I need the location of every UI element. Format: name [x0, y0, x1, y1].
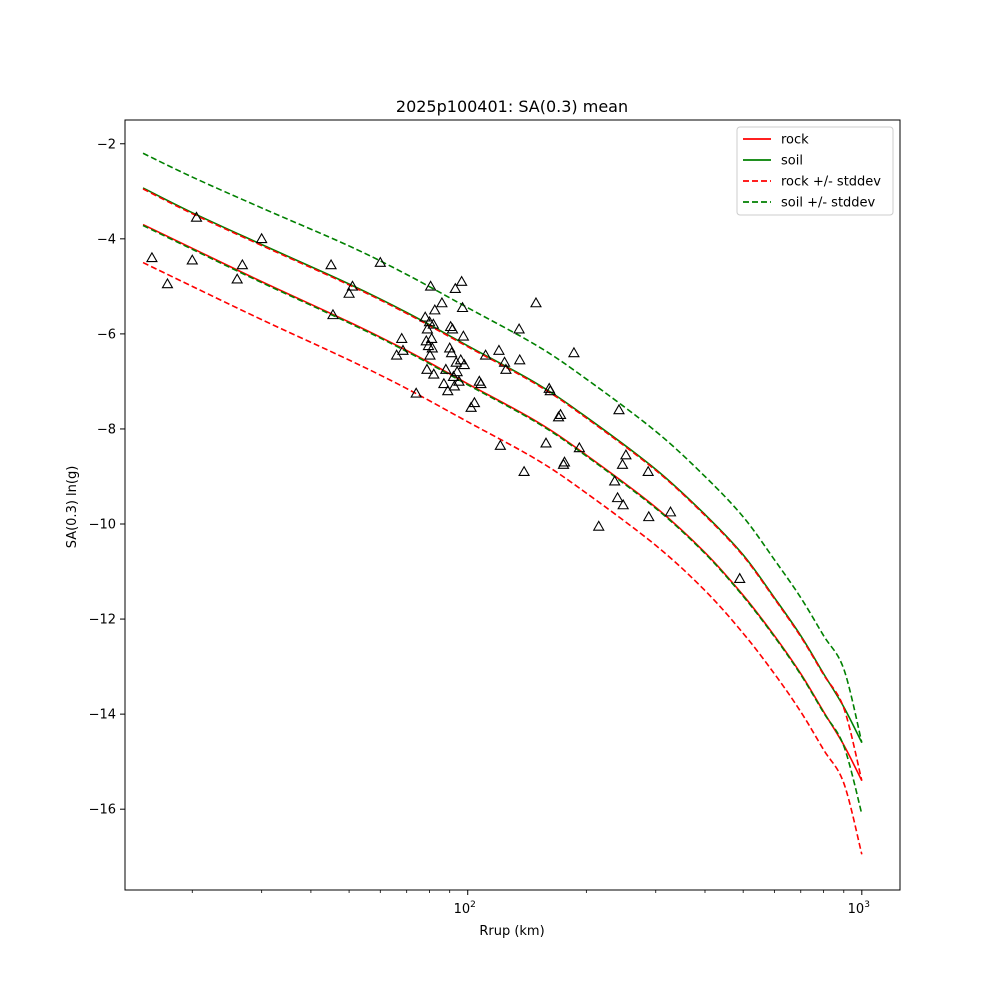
observation-point	[425, 332, 438, 343]
observation-point	[573, 441, 586, 453]
observation-point	[552, 410, 565, 422]
observation-point	[427, 368, 440, 379]
y-axis-label: SA(0.3) ln(g)	[65, 466, 80, 549]
observation-point	[255, 232, 268, 244]
observation-point	[410, 387, 423, 398]
observation-point	[439, 363, 452, 374]
observation-point	[374, 256, 387, 267]
observation-point	[451, 365, 464, 377]
observation-point	[474, 377, 487, 389]
observation-point	[513, 323, 526, 334]
y-tick-label: −8	[97, 422, 116, 437]
legend-label: soil +/- stddev	[781, 196, 876, 211]
observation-point	[608, 475, 621, 486]
observation-point	[457, 330, 470, 341]
plot-frame	[124, 119, 901, 891]
series-line-rock-stddev	[142, 188, 863, 781]
legend-label: soil	[781, 154, 803, 169]
y-tick-label: −10	[89, 518, 116, 533]
y-tick-label: −2	[97, 137, 116, 152]
observation-point	[327, 308, 339, 320]
observation-point	[567, 346, 580, 358]
y-tick-label: −4	[97, 232, 116, 247]
series-line-rock-stddev	[142, 261, 863, 855]
x-axis-label: Rrup (km)	[479, 924, 544, 939]
observation-point	[325, 258, 338, 270]
observation-point	[419, 311, 432, 322]
observation-point	[435, 296, 448, 308]
y-tick-label: −12	[89, 613, 116, 628]
observation-point	[449, 282, 462, 294]
observation-point	[492, 344, 505, 355]
observation-point	[518, 465, 531, 477]
y-tick-label: −14	[89, 708, 116, 723]
observation-point	[428, 304, 441, 315]
observation-point	[426, 342, 439, 353]
legend-label: rock +/- stddev	[781, 175, 881, 190]
chart-title: 2025p100401: SA(0.3) mean	[396, 97, 628, 116]
observation-point	[346, 280, 359, 291]
series-line-soil-stddev	[142, 224, 863, 815]
observation-point	[642, 510, 655, 522]
observation-point	[236, 258, 249, 270]
observation-point	[145, 251, 158, 263]
observation-point	[186, 254, 199, 265]
observation-point	[161, 277, 174, 289]
observation-point	[231, 273, 244, 284]
observation-point	[513, 353, 526, 365]
observation-point	[619, 448, 632, 460]
observation-point	[468, 396, 481, 408]
observation-point	[611, 491, 624, 503]
observation-point	[421, 363, 433, 374]
observation-point	[733, 572, 746, 583]
observation-point	[427, 318, 440, 329]
observation-point	[617, 498, 630, 510]
x-tick-exponent: 3	[864, 900, 870, 910]
observation-point	[558, 456, 571, 467]
observation-point	[437, 377, 450, 389]
observation-point	[424, 280, 437, 291]
legend-box	[736, 126, 894, 216]
observation-point	[479, 349, 492, 360]
series-line-soil-stddev	[142, 152, 863, 743]
observation-point	[395, 332, 408, 343]
y-tick-label: −16	[89, 803, 116, 818]
observation-point	[454, 353, 467, 365]
observation-point	[458, 358, 471, 370]
observation-point	[499, 363, 512, 374]
observation-point	[445, 346, 458, 358]
legend: rock soil rock +/- stddev soil +/- stddev	[736, 126, 894, 216]
y-tick-label: −6	[97, 327, 116, 342]
observation-point	[664, 506, 677, 517]
observation-point	[616, 458, 629, 469]
observation-point	[554, 408, 567, 419]
observation-point	[452, 375, 465, 386]
observation-point	[544, 384, 557, 396]
observation-point	[450, 356, 463, 367]
x-tick-exponent: 2	[470, 900, 476, 910]
observation-point	[642, 465, 655, 477]
observation-point	[540, 437, 552, 448]
observation-point	[494, 439, 507, 450]
observation-point	[343, 287, 356, 298]
observation-point	[456, 301, 469, 313]
observation-point	[592, 520, 605, 531]
observation-point	[446, 323, 459, 334]
observation-point	[455, 275, 468, 286]
observation-point	[190, 211, 203, 222]
observation-point	[397, 344, 409, 355]
plot-content	[142, 152, 863, 855]
observation-point	[424, 349, 436, 360]
legend-label: rock	[781, 133, 809, 148]
observation-point	[530, 296, 542, 308]
observation-point	[613, 403, 625, 415]
